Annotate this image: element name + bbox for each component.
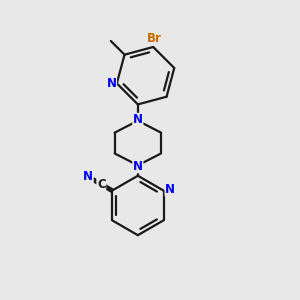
Text: N: N: [133, 160, 143, 173]
Text: C: C: [97, 178, 106, 191]
Text: Br: Br: [147, 32, 162, 45]
Text: N: N: [133, 113, 143, 126]
Text: N: N: [106, 77, 116, 90]
Text: N: N: [83, 170, 93, 183]
Text: N: N: [165, 183, 175, 196]
